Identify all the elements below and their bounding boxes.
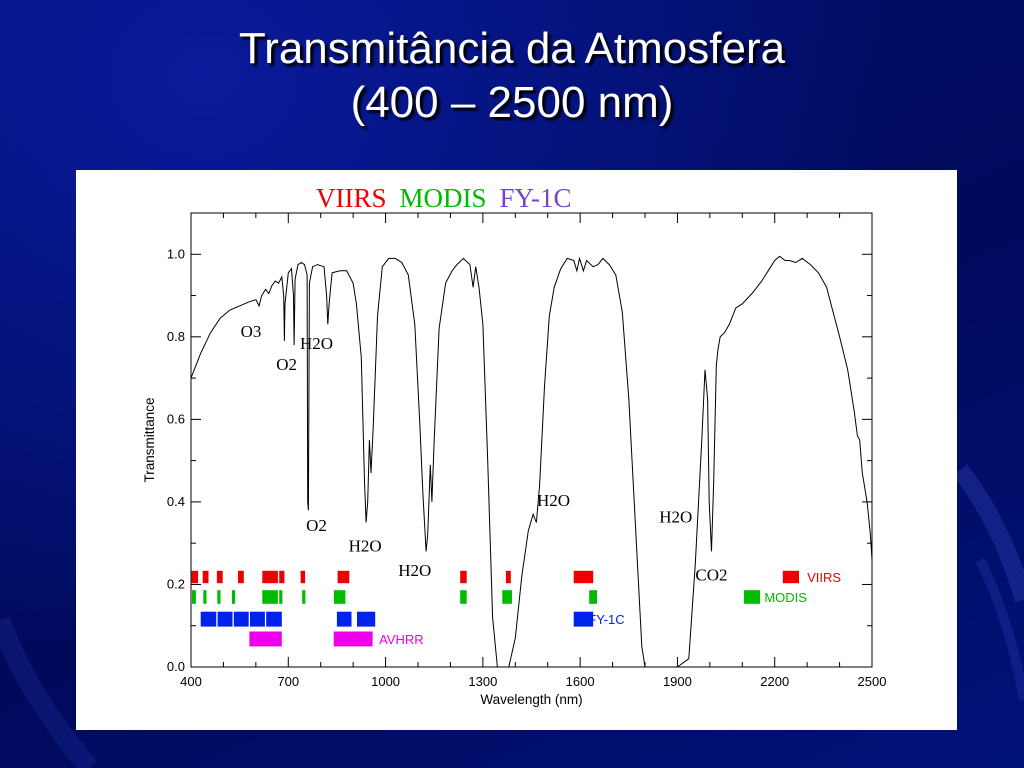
band-modis-6 [302,590,306,604]
band-fy1c-1 [217,611,233,627]
band-fy1c-7 [573,611,594,627]
x-tick-label-3: 1300 [468,674,497,689]
plot-frame [190,212,873,668]
annotation-6: H2O [537,491,570,510]
band-fy1c-6 [357,611,376,627]
slide-title-line2: (400 – 2500 nm) [350,78,674,127]
y-axis-title: Transmittance [142,397,157,482]
annotation-1: O2 [276,355,297,374]
legend-label-3: AVHRR [379,632,424,647]
sensor-bands [191,570,799,647]
band-modis-2 [217,590,221,604]
chart-axes: 400 700 1000 1300 1600 1900 2200 2500 0.0 0.2 0.4 0… [167,212,887,689]
band-modis-1 [203,590,207,604]
x-tick-label-0: 400 [180,674,202,689]
band-viirs-4 [262,570,278,584]
x-tick-label-4: 1600 [566,674,595,689]
band-modis-9 [502,590,512,604]
legend-label-1: MODIS [764,590,807,605]
band-modis-7 [334,590,346,604]
band-avhrr-1 [333,631,373,647]
header-label-2: FY-1C [500,183,572,213]
annotation-8: CO2 [695,565,727,584]
y-tick-label-5: 1.0 [167,246,185,261]
chart-header: VIIRS MODIS FY-1C [316,183,572,213]
chart-panel: VIIRS MODIS FY-1C 400 700 1000 1300 1600 1900 22… [76,170,957,730]
x-tick-label-1: 700 [277,674,299,689]
slide-title: Transmitância da Atmosfera (400 – 2500 n… [0,22,1024,130]
slide-title-line1: Transmitância da Atmosfera [238,24,786,73]
y-tick-label-0: 0.0 [167,659,185,674]
band-modis-3 [231,590,236,604]
y-tick-label-2: 0.4 [167,494,185,509]
band-viirs-0 [191,570,199,584]
band-viirs-8 [460,570,467,584]
annotation-4: H2O [349,536,382,555]
band-fy1c-3 [250,611,265,627]
transmittance-chart: VIIRS MODIS FY-1C 400 700 1000 1300 1600 1900 22… [142,183,887,707]
band-viirs-5 [279,570,285,584]
x-axis-title: Wavelength (nm) [480,692,582,707]
transmittance-curve-0 [190,255,873,668]
band-viirs-2 [216,570,223,584]
legend-label-2: FY-1C [588,612,624,627]
annotation-7: H2O [659,508,692,527]
legend-label-0: VIIRS [807,570,841,585]
y-tick-label-3: 0.6 [167,411,185,426]
x-tick-label-2: 1000 [371,674,400,689]
band-modis-11 [743,590,761,604]
x-tick-label-5: 1900 [663,674,692,689]
band-modis-10 [589,590,597,604]
annotation-2: H2O [300,334,333,353]
band-avhrr-0 [249,631,282,647]
band-viirs-6 [300,570,306,584]
band-modis-4 [262,590,278,604]
band-viirs-3 [238,570,244,584]
band-fy1c-4 [266,611,282,627]
band-fy1c-0 [200,611,217,627]
band-viirs-11 [782,570,799,584]
band-fy1c-5 [336,611,352,627]
band-viirs-9 [505,570,511,584]
annotation-5: H2O [398,561,431,580]
annotation-0: O3 [241,322,262,341]
x-tick-label-6: 2200 [760,674,789,689]
annotation-3: O2 [306,516,327,535]
x-tick-label-7: 2500 [858,674,887,689]
band-modis-5 [279,590,283,604]
band-modis-8 [460,590,467,604]
band-viirs-10 [573,570,594,584]
header-label-0: VIIRS [316,183,387,213]
band-modis-0 [192,590,196,604]
transmittance-curve-group [190,255,873,668]
y-tick-label-4: 0.8 [167,329,185,344]
header-label-1: MODIS [400,183,487,213]
y-tick-label-1: 0.2 [167,576,185,591]
band-fy1c-2 [233,611,249,627]
band-viirs-1 [202,570,209,584]
band-viirs-7 [337,570,350,584]
